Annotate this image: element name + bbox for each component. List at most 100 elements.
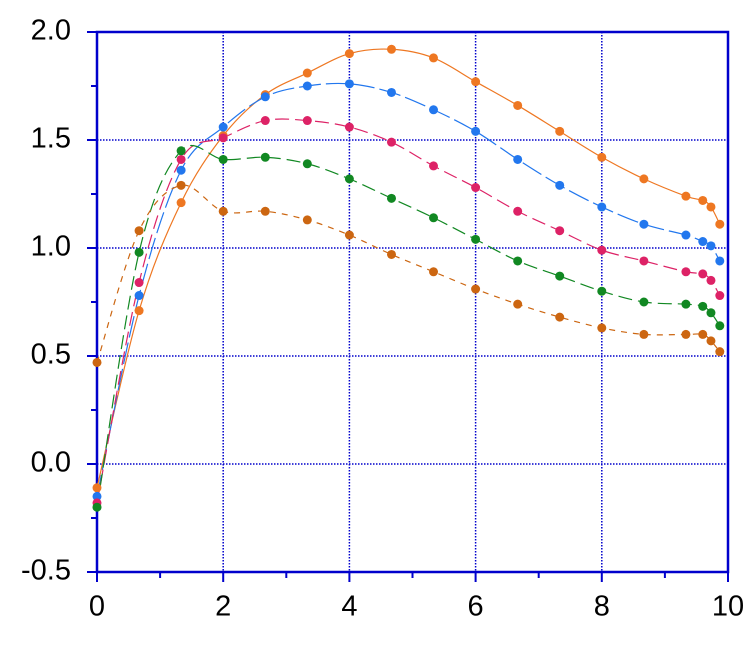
- y-tick-label: -0.5: [21, 555, 71, 587]
- data-point: [555, 180, 565, 190]
- data-point: [302, 116, 312, 126]
- data-point: [555, 226, 565, 236]
- data-point: [386, 44, 396, 54]
- data-point: [715, 321, 725, 331]
- data-point: [386, 249, 396, 259]
- data-point: [681, 191, 691, 201]
- data-point: [386, 137, 396, 147]
- data-point: [429, 161, 439, 171]
- data-point: [555, 312, 565, 322]
- x-tick-label: 2: [215, 591, 231, 623]
- data-point: [176, 198, 186, 208]
- data-point: [706, 241, 716, 251]
- x-tick-label: 8: [594, 591, 610, 623]
- data-point: [513, 100, 523, 110]
- data-point: [344, 174, 354, 184]
- data-point: [134, 247, 144, 257]
- data-point: [134, 226, 144, 236]
- data-point: [639, 174, 649, 184]
- data-point: [715, 256, 725, 266]
- data-point: [134, 278, 144, 288]
- series-line: [96, 118, 721, 503]
- y-tick-label: 0.0: [31, 447, 71, 479]
- data-point: [386, 87, 396, 97]
- data-point: [706, 336, 716, 346]
- data-point: [386, 193, 396, 203]
- x-tick-label: 10: [712, 591, 744, 623]
- data-point: [260, 152, 270, 162]
- data-point: [706, 275, 716, 285]
- data-point: [681, 329, 691, 339]
- data-point: [471, 183, 481, 193]
- data-point: [715, 219, 725, 229]
- data-point: [134, 306, 144, 316]
- data-point: [513, 154, 523, 164]
- data-point: [639, 219, 649, 229]
- data-point: [429, 213, 439, 223]
- data-point: [706, 308, 716, 318]
- x-tick-label: 0: [89, 591, 105, 623]
- series-line: [96, 48, 721, 488]
- data-point: [471, 126, 481, 136]
- data-point: [706, 202, 716, 212]
- data-point: [681, 230, 691, 240]
- data-point: [698, 237, 708, 247]
- data-point: [471, 284, 481, 294]
- series-line: [96, 144, 721, 508]
- data-point: [639, 329, 649, 339]
- data-point: [597, 202, 607, 212]
- y-tick-label: 1.0: [31, 231, 71, 263]
- data-point: [260, 116, 270, 126]
- data-point: [471, 234, 481, 244]
- data-point: [302, 81, 312, 91]
- data-point: [681, 267, 691, 277]
- data-point: [698, 301, 708, 311]
- data-point: [555, 271, 565, 281]
- data-point: [513, 299, 523, 309]
- data-point: [218, 154, 228, 164]
- data-point: [134, 291, 144, 301]
- data-point: [513, 206, 523, 216]
- data-point: [176, 154, 186, 164]
- data-point: [344, 49, 354, 59]
- data-point: [344, 230, 354, 240]
- data-point: [471, 77, 481, 87]
- data-point: [302, 159, 312, 169]
- data-point: [176, 180, 186, 190]
- data-point: [92, 491, 102, 501]
- data-point: [92, 483, 102, 493]
- data-point: [597, 323, 607, 333]
- data-point: [715, 347, 725, 357]
- x-tick-label: 4: [341, 591, 357, 623]
- x-tick-label: 6: [468, 591, 484, 623]
- data-point: [597, 245, 607, 255]
- y-tick-label: 2.0: [31, 15, 71, 47]
- data-point: [344, 122, 354, 132]
- data-point: [260, 206, 270, 216]
- plot-frame: [95, 30, 730, 574]
- data-point: [344, 79, 354, 89]
- y-tick-label: 0.5: [31, 339, 71, 371]
- data-point: [639, 256, 649, 266]
- data-point: [597, 152, 607, 162]
- data-point: [92, 502, 102, 512]
- data-point: [218, 206, 228, 216]
- data-point: [597, 286, 607, 296]
- data-point: [302, 215, 312, 225]
- data-point: [555, 126, 565, 136]
- data-point: [681, 299, 691, 309]
- data-point: [429, 267, 439, 277]
- data-point: [176, 165, 186, 175]
- data-point: [513, 256, 523, 266]
- y-tick-label: 1.5: [31, 123, 71, 155]
- data-point: [302, 68, 312, 78]
- data-point: [176, 146, 186, 156]
- data-point: [698, 269, 708, 279]
- data-point: [429, 105, 439, 115]
- data-point: [698, 195, 708, 205]
- data-point: [698, 329, 708, 339]
- data-point: [260, 92, 270, 102]
- data-point: [639, 297, 649, 307]
